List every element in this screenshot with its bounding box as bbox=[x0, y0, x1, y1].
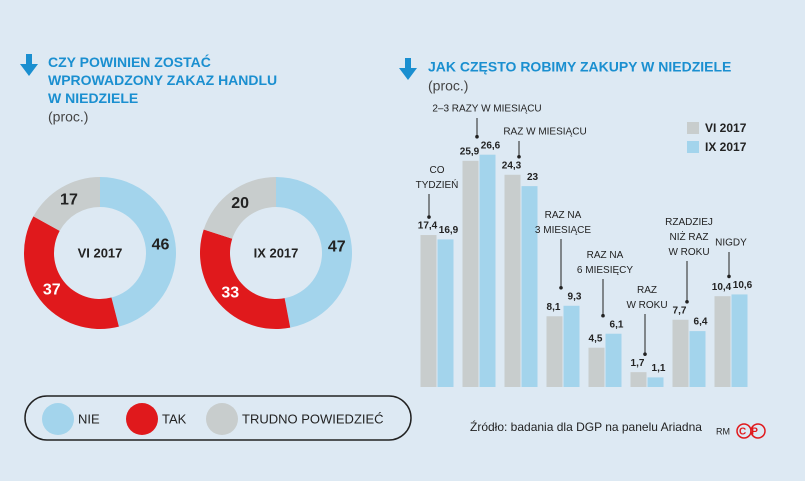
value-label: 6,4 bbox=[694, 317, 708, 328]
leader-dot bbox=[517, 154, 521, 159]
donut-segment bbox=[276, 177, 353, 328]
donut-segment bbox=[203, 177, 276, 239]
bar bbox=[605, 333, 622, 387]
bar bbox=[479, 154, 496, 387]
value-label: 6,1 bbox=[610, 319, 624, 330]
left-title: CZY POWINIEN ZOSTAĆ WPROWADZONY ZAKAZ HAN… bbox=[48, 53, 277, 106]
value-label: 16,9 bbox=[439, 225, 459, 236]
value-label: 8,1 bbox=[547, 302, 561, 313]
category-label: RZADZIEJ NIŻ RAZ W ROKU bbox=[665, 217, 713, 258]
donut-label: 20 bbox=[231, 195, 249, 212]
category-label: NIGDY bbox=[715, 238, 747, 249]
value-label: 17,4 bbox=[418, 221, 438, 232]
bar bbox=[420, 235, 437, 387]
legend-swatch bbox=[687, 141, 699, 153]
donut-label: 17 bbox=[60, 192, 78, 209]
category-label: RAZ NA 3 MIESIĄCE bbox=[535, 210, 591, 236]
category-label: 2–3 RAZY W MIESIĄCU bbox=[432, 104, 541, 115]
leader-dot bbox=[727, 274, 731, 279]
bar bbox=[672, 319, 689, 387]
bar bbox=[504, 174, 521, 387]
legend-box bbox=[24, 395, 412, 441]
value-label: 24,3 bbox=[502, 160, 522, 171]
leader-dot bbox=[559, 285, 563, 290]
bar bbox=[521, 186, 538, 387]
donut-segment bbox=[100, 177, 177, 327]
bar bbox=[437, 239, 454, 387]
donut-label: 46 bbox=[152, 237, 170, 254]
legend-label: NIE bbox=[78, 411, 100, 426]
bar bbox=[588, 347, 605, 387]
leader-dot bbox=[427, 215, 431, 219]
legend-label: TRUDNO POWIEDZIEĆ bbox=[242, 411, 384, 426]
bar bbox=[731, 294, 748, 387]
category-label: CO TYDZIEŃ bbox=[416, 165, 459, 191]
leader-dot bbox=[685, 299, 689, 304]
arrow-icon bbox=[20, 54, 417, 80]
category-label: RAZ W MIESIĄCU bbox=[503, 127, 586, 138]
category-label: RAZ NA 6 MIESIĘCY bbox=[577, 250, 633, 276]
value-label: 23 bbox=[527, 172, 539, 183]
bar bbox=[714, 296, 731, 387]
source: Źródło: badania dla DGP na panelu Ariadn… bbox=[470, 419, 702, 434]
value-label: 4,5 bbox=[589, 333, 603, 344]
donut-label: 47 bbox=[328, 238, 346, 255]
bar bbox=[462, 160, 479, 387]
logo-ring bbox=[750, 423, 766, 439]
bar bbox=[647, 377, 664, 387]
donut-label: 33 bbox=[221, 285, 239, 302]
value-label: 7,7 bbox=[673, 305, 687, 316]
legend-label: IX 2017 bbox=[705, 140, 747, 154]
logo: CP bbox=[739, 427, 763, 438]
donut-segment bbox=[200, 229, 291, 329]
bar bbox=[546, 316, 563, 387]
right-subtitle: (proc.) bbox=[428, 78, 468, 94]
legend-swatch bbox=[687, 122, 699, 134]
legend-swatch bbox=[42, 403, 74, 435]
value-label: 26,6 bbox=[481, 140, 501, 151]
donut-label: 37 bbox=[43, 282, 61, 299]
legend-swatch bbox=[126, 403, 158, 435]
leader-dot bbox=[475, 134, 479, 139]
leader-dot bbox=[601, 313, 605, 318]
bar bbox=[689, 331, 706, 387]
leader-dot bbox=[643, 352, 647, 356]
legend-label: VI 2017 bbox=[705, 121, 747, 135]
donut-segment bbox=[23, 216, 119, 330]
value-label: 10,6 bbox=[733, 280, 753, 291]
value-label: 10,4 bbox=[712, 282, 732, 293]
left-subtitle: (proc.) bbox=[48, 109, 88, 125]
value-label: 25,9 bbox=[460, 146, 480, 157]
donut-center-label: IX 2017 bbox=[254, 245, 299, 260]
category-label: RAZ W ROKU bbox=[626, 285, 667, 311]
value-label: 1,7 bbox=[631, 358, 645, 369]
right-title: JAK CZĘSTO ROBIMY ZAKUPY W NIEDZIELE bbox=[428, 59, 731, 75]
legend-swatch bbox=[206, 403, 238, 435]
value-label: 9,3 bbox=[568, 291, 582, 302]
credit: RM bbox=[716, 426, 730, 436]
donut-center-label: VI 2017 bbox=[78, 245, 123, 260]
value-label: 1,1 bbox=[652, 363, 666, 374]
bar bbox=[630, 372, 647, 387]
bar bbox=[563, 305, 580, 387]
donut-segment bbox=[33, 177, 100, 231]
legend-label: TAK bbox=[162, 411, 187, 426]
